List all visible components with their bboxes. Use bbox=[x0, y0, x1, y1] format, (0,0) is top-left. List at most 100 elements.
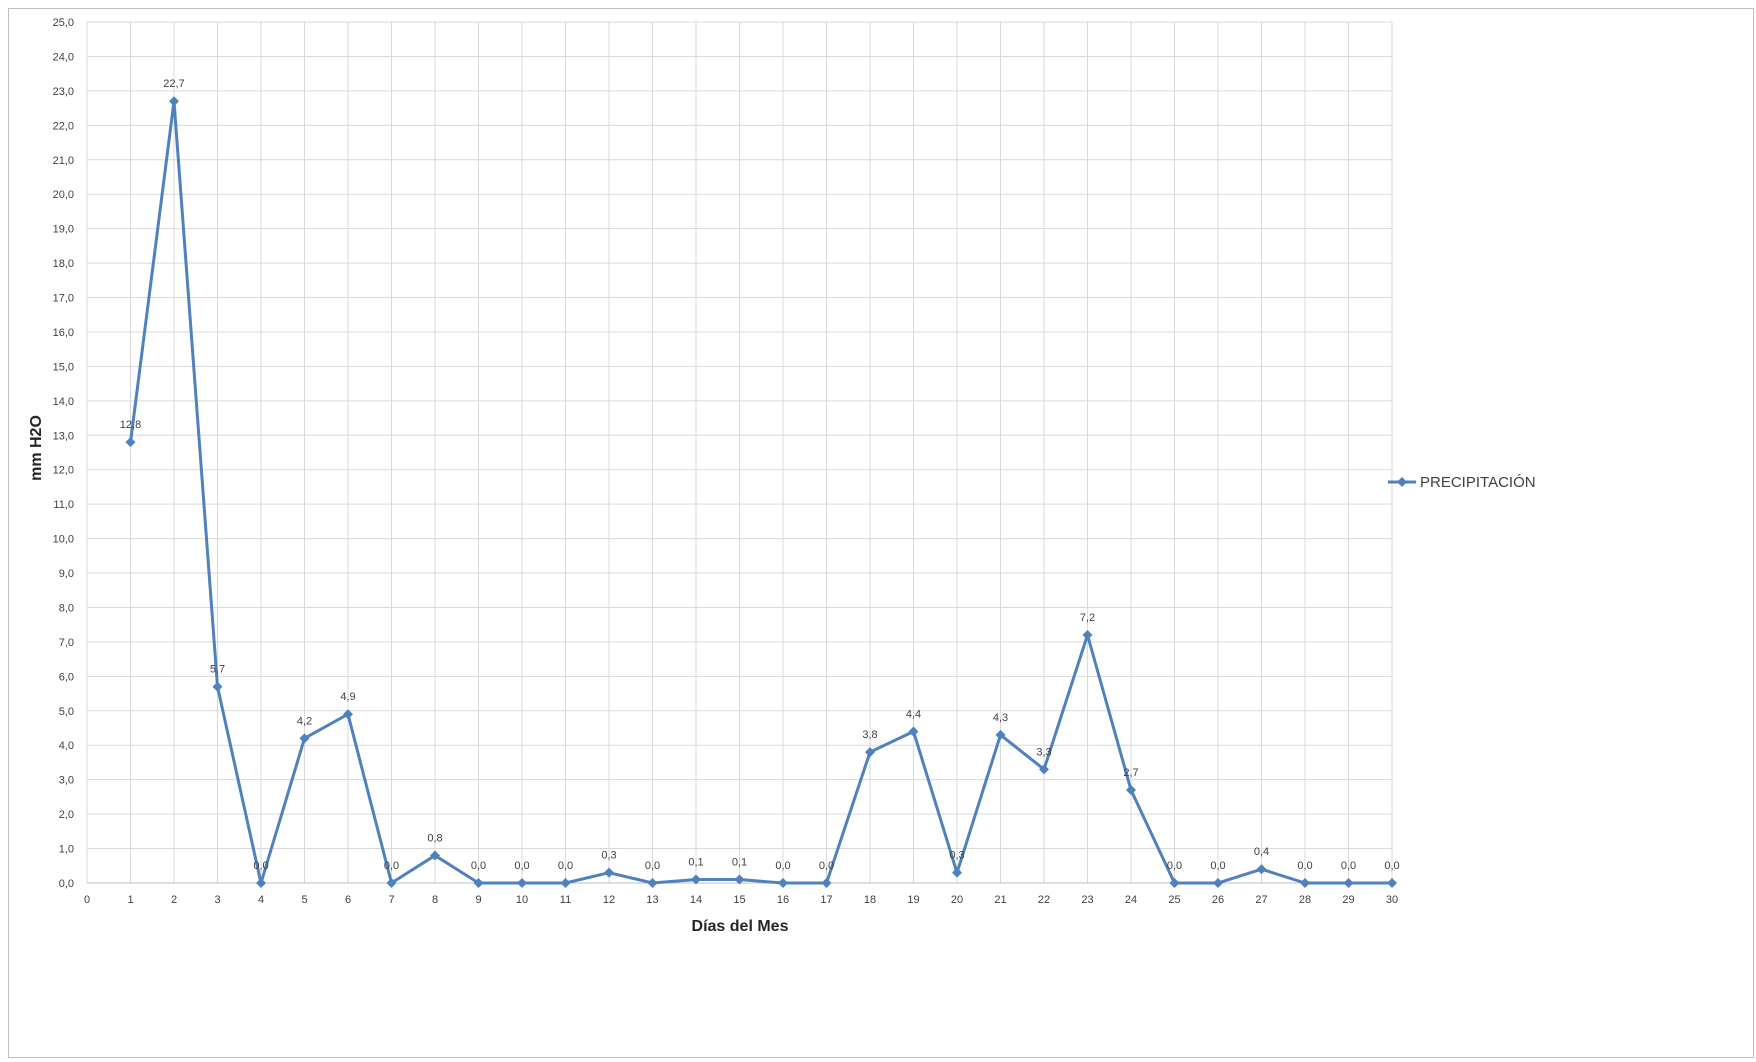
x-tick-label: 30 bbox=[1386, 894, 1398, 906]
data-point-marker bbox=[691, 874, 701, 885]
legend-label: PRECIPITACIÓN bbox=[1420, 474, 1536, 491]
data-label: 0,3 bbox=[601, 850, 616, 862]
y-tick-label: 21,0 bbox=[53, 155, 74, 167]
data-point-marker bbox=[778, 878, 788, 888]
data-label: 0,0 bbox=[1297, 860, 1312, 872]
x-tick-label: 3 bbox=[214, 894, 220, 906]
x-tick-label: 4 bbox=[258, 894, 264, 906]
data-point-marker bbox=[1039, 764, 1049, 775]
x-tick-label: 14 bbox=[690, 894, 702, 906]
grid-lines bbox=[86, 21, 1393, 884]
x-tick-label: 7 bbox=[388, 894, 394, 906]
data-label: 0,0 bbox=[514, 860, 529, 872]
data-label: 0,0 bbox=[1384, 860, 1399, 872]
y-tick-label: 25,0 bbox=[53, 17, 74, 29]
data-label: 4,9 bbox=[340, 691, 355, 703]
series-line bbox=[129, 99, 1392, 885]
x-tick-label: 29 bbox=[1342, 894, 1354, 906]
series-precipitacion bbox=[125, 96, 1397, 888]
y-tick-label: 19,0 bbox=[53, 224, 74, 236]
data-label: 0,0 bbox=[1341, 860, 1356, 872]
data-point-marker bbox=[299, 733, 310, 744]
legend: PRECIPITACIÓN bbox=[1388, 474, 1536, 491]
x-tick-label: 24 bbox=[1125, 894, 1137, 906]
y-tick-label: 23,0 bbox=[53, 86, 74, 98]
y-tick-label: 18,0 bbox=[53, 258, 74, 270]
data-label: 4,2 bbox=[297, 715, 312, 727]
x-tick-label: 20 bbox=[951, 894, 963, 906]
x-tick-label: 11 bbox=[560, 894, 571, 906]
data-point-marker bbox=[734, 874, 745, 885]
y-tick-label: 22,0 bbox=[53, 120, 74, 132]
data-label: 0,0 bbox=[1167, 860, 1182, 872]
data-point-marker bbox=[1300, 878, 1310, 888]
data-point-marker bbox=[473, 878, 484, 888]
data-labels: 12,8 22,7 5,7 0,0 4,2 4,9 0,0 0,8 0,0 0,0 0,0 0,3 0,… bbox=[120, 78, 1400, 872]
x-tick-label: 15 bbox=[733, 894, 745, 906]
data-point-marker bbox=[1126, 785, 1136, 796]
data-label: 7,2 bbox=[1080, 612, 1095, 624]
data-point-marker bbox=[343, 709, 353, 720]
data-label: 0,0 bbox=[1210, 860, 1225, 872]
x-tick-label: 12 bbox=[603, 894, 615, 906]
data-label: 22,7 bbox=[163, 78, 184, 90]
x-tick-label: 10 bbox=[516, 894, 528, 906]
x-axis-title: Días del Mes bbox=[692, 918, 789, 935]
data-point-marker bbox=[1256, 864, 1267, 875]
data-point-marker bbox=[1169, 878, 1180, 888]
data-label: 4,4 bbox=[906, 708, 921, 720]
data-label: 12,8 bbox=[120, 419, 141, 431]
x-tick-label: 13 bbox=[646, 894, 658, 906]
y-tick-label: 15,0 bbox=[53, 361, 74, 373]
y-tick-label: 24,0 bbox=[53, 51, 74, 63]
x-tick-label: 16 bbox=[777, 894, 789, 906]
data-point-marker bbox=[125, 437, 136, 448]
x-tick-label: 17 bbox=[820, 894, 832, 906]
x-tick-label: 18 bbox=[864, 894, 876, 906]
data-point-marker bbox=[430, 850, 440, 861]
data-label: 0,0 bbox=[819, 860, 834, 872]
y-tick-label: 16,0 bbox=[53, 327, 74, 339]
data-point-marker bbox=[517, 878, 527, 888]
data-point-marker bbox=[865, 747, 875, 758]
x-tick-label: 21 bbox=[994, 894, 1006, 906]
data-label: 0,3 bbox=[949, 850, 964, 862]
legend-marker-swatch bbox=[1397, 477, 1407, 487]
x-tick-label: 23 bbox=[1081, 894, 1093, 906]
y-tick-label: 10,0 bbox=[53, 534, 74, 546]
data-point-marker bbox=[908, 726, 919, 737]
x-tick-labels: 0 1 2 3 4 5 6 7 8 9 10 11 12 13 14 15 16 17 18 19 20 21 22 23 24… bbox=[84, 894, 1398, 906]
y-tick-label: 6,0 bbox=[59, 671, 74, 683]
data-label: 4,3 bbox=[993, 712, 1008, 724]
data-point-marker bbox=[647, 878, 658, 888]
data-point-marker bbox=[1213, 878, 1223, 888]
x-tick-label: 0 bbox=[84, 894, 90, 906]
data-point-marker bbox=[995, 729, 1006, 740]
data-point-marker bbox=[1082, 630, 1093, 641]
x-tick-label: 22 bbox=[1038, 894, 1050, 906]
data-label: 0,0 bbox=[384, 860, 399, 872]
data-label: 0,4 bbox=[1254, 846, 1269, 858]
data-label: 5,7 bbox=[210, 664, 225, 676]
y-tick-label: 8,0 bbox=[59, 602, 74, 614]
data-point-marker bbox=[386, 878, 397, 888]
data-label: 3,3 bbox=[1036, 746, 1051, 758]
x-tick-label: 27 bbox=[1255, 894, 1267, 906]
x-tick-label: 28 bbox=[1299, 894, 1311, 906]
data-label: 0,1 bbox=[732, 857, 747, 869]
data-label: 3,8 bbox=[862, 729, 877, 741]
y-tick-label: 11,0 bbox=[53, 499, 74, 511]
y-tick-label: 13,0 bbox=[53, 430, 74, 442]
y-tick-label: 9,0 bbox=[59, 568, 74, 580]
y-tick-label: 20,0 bbox=[53, 189, 74, 201]
y-tick-label: 1,0 bbox=[59, 844, 74, 856]
data-point-marker bbox=[1387, 878, 1397, 888]
x-tick-label: 9 bbox=[475, 894, 481, 906]
y-tick-label: 3,0 bbox=[59, 775, 74, 787]
data-label: 0,8 bbox=[427, 832, 442, 844]
y-tick-labels: 0,0 1,0 2,0 3,0 4,0 5,0 6,0 7,0 8,0 9,0 10,0 11,0 12… bbox=[53, 17, 74, 890]
x-tick-label: 2 bbox=[171, 894, 177, 906]
data-label: 2,7 bbox=[1123, 767, 1138, 779]
y-tick-label: 7,0 bbox=[59, 637, 74, 649]
